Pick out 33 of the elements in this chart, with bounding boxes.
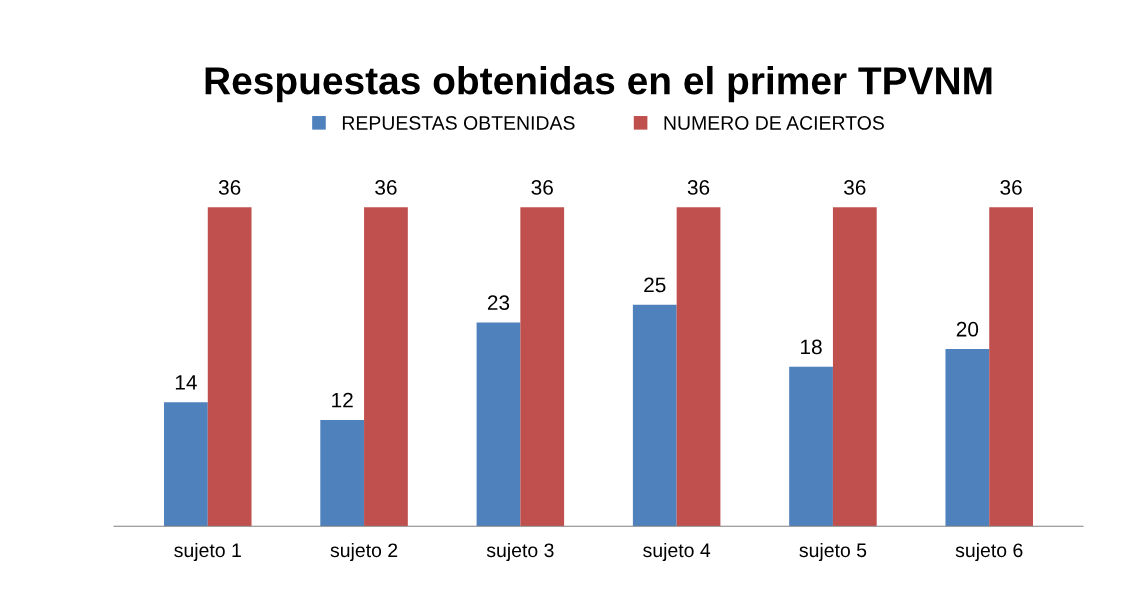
bar [364,207,408,527]
legend-label: REPUESTAS OBTENIDAS [342,116,575,130]
data-label: 36 [844,180,866,195]
bar [632,304,677,527]
bar [476,322,521,527]
data-label: 36 [375,180,397,195]
data-label: 36 [218,180,241,195]
data-label: 36 [531,180,553,195]
x-tick-label: sujeto 5 [799,542,867,562]
data-label: 18 [801,339,822,355]
legend-label: NUMERO DE ACIERTOS [664,116,884,130]
data-label: 36 [1000,180,1022,195]
data-label: 25 [644,277,666,293]
data-label: 14 [175,375,197,390]
data-label: 12 [332,392,353,408]
data-label: 23 [487,295,510,311]
bar [520,207,565,527]
bar [164,402,208,527]
bar [789,366,833,527]
data-label: 36 [687,180,710,195]
bar [832,207,877,527]
bar [945,349,990,527]
bar [989,207,1033,527]
x-tick-label: sujeto 4 [643,542,711,562]
x-tick-label: sujeto 1 [174,542,241,562]
chart-title: Respuestas obtenidas en el primer TPVNM [205,65,992,103]
bar [320,419,365,527]
bar [676,207,721,527]
x-tick-label: sujeto 6 [955,542,1023,562]
x-tick-label: sujeto 3 [486,542,554,562]
bar [207,207,252,527]
x-tick-label: sujeto 2 [330,542,398,562]
data-label: 20 [956,321,979,337]
